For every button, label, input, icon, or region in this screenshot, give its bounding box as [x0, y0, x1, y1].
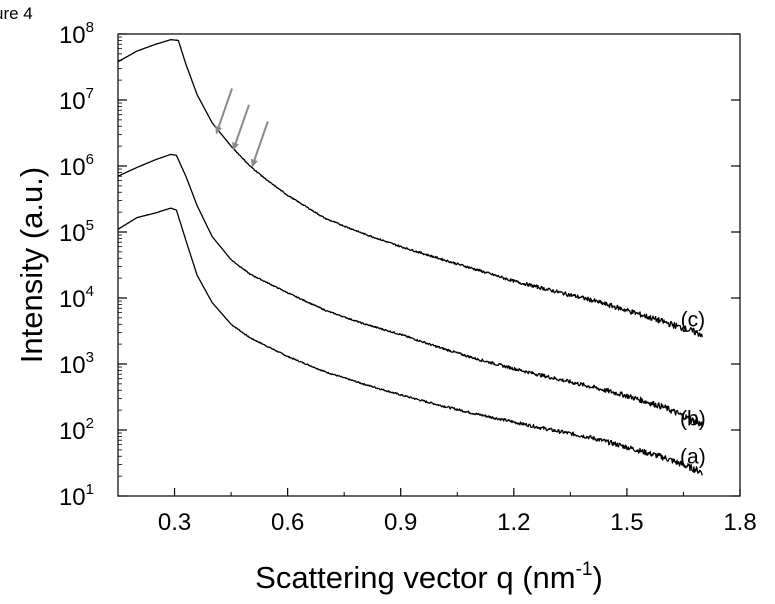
arrow-shaft	[253, 121, 269, 161]
y-tick-label: 103	[59, 349, 94, 379]
arrow-head	[251, 158, 258, 168]
plot-frame	[117, 33, 741, 497]
arrow-head	[232, 142, 240, 151]
y-tick-exponent: 5	[86, 217, 94, 234]
y-tick-label: 106	[59, 151, 94, 181]
x-axis: 0.3 0.6 0.9 1.2 1.5 1.8	[158, 488, 757, 536]
y-tick-base: 10	[59, 154, 86, 181]
series-line-b	[117, 153, 703, 427]
y-tick-base: 10	[59, 88, 86, 115]
y-tick-base: 10	[59, 22, 86, 49]
y-tick-base: 10	[59, 418, 86, 445]
arrow-annotation	[215, 88, 233, 135]
arrow-head	[215, 125, 223, 135]
y-tick-exponent: 6	[86, 151, 94, 168]
y-tick-exponent: 7	[86, 85, 94, 102]
series-line-c	[117, 39, 703, 338]
y-tick-base: 10	[59, 220, 86, 247]
series-layer: (a) (b) (c)	[117, 39, 706, 476]
y-tick-label: 107	[59, 85, 94, 115]
y-tick-label: 101	[59, 481, 94, 511]
y-tick-label: 105	[59, 217, 94, 247]
annotation-layer	[215, 88, 269, 168]
y-tick-base: 10	[59, 484, 86, 511]
y-tick-exponent: 4	[86, 283, 94, 300]
x-tick-label: 0.9	[384, 509, 417, 536]
arrow-annotation	[251, 121, 269, 168]
arrow-shaft	[234, 104, 250, 144]
x-tick-label: 0.3	[158, 509, 191, 536]
series-label: (b)	[680, 407, 706, 430]
y-tick-exponent: 8	[86, 19, 94, 36]
y-tick-label: 108	[59, 19, 94, 49]
x-axis-title: Scattering vector q (nm-1)	[255, 559, 603, 595]
series-label: (c)	[681, 309, 706, 332]
y-tick-label: 104	[59, 283, 94, 313]
y-axis-title: Intensity (a.u.)	[14, 167, 49, 363]
series-line-a	[117, 207, 703, 476]
x-tick-label: 1.5	[610, 509, 643, 536]
y-tick-base: 10	[59, 352, 86, 379]
x-tick-label: 1.8	[723, 509, 756, 536]
y-tick-exponent: 1	[86, 481, 94, 498]
y-tick-exponent: 3	[86, 349, 94, 366]
y-tick-label: 102	[59, 415, 94, 445]
x-tick-label: 1.2	[497, 509, 530, 536]
x-tick-label: 0.6	[271, 509, 304, 536]
arrow-annotation	[232, 104, 250, 151]
figure-label: ure 4	[0, 4, 33, 23]
y-tick-base: 10	[59, 286, 86, 313]
plot-area	[117, 33, 741, 497]
arrow-shaft	[217, 88, 233, 128]
series-label: (a)	[680, 445, 706, 468]
y-tick-exponent: 2	[86, 415, 94, 432]
